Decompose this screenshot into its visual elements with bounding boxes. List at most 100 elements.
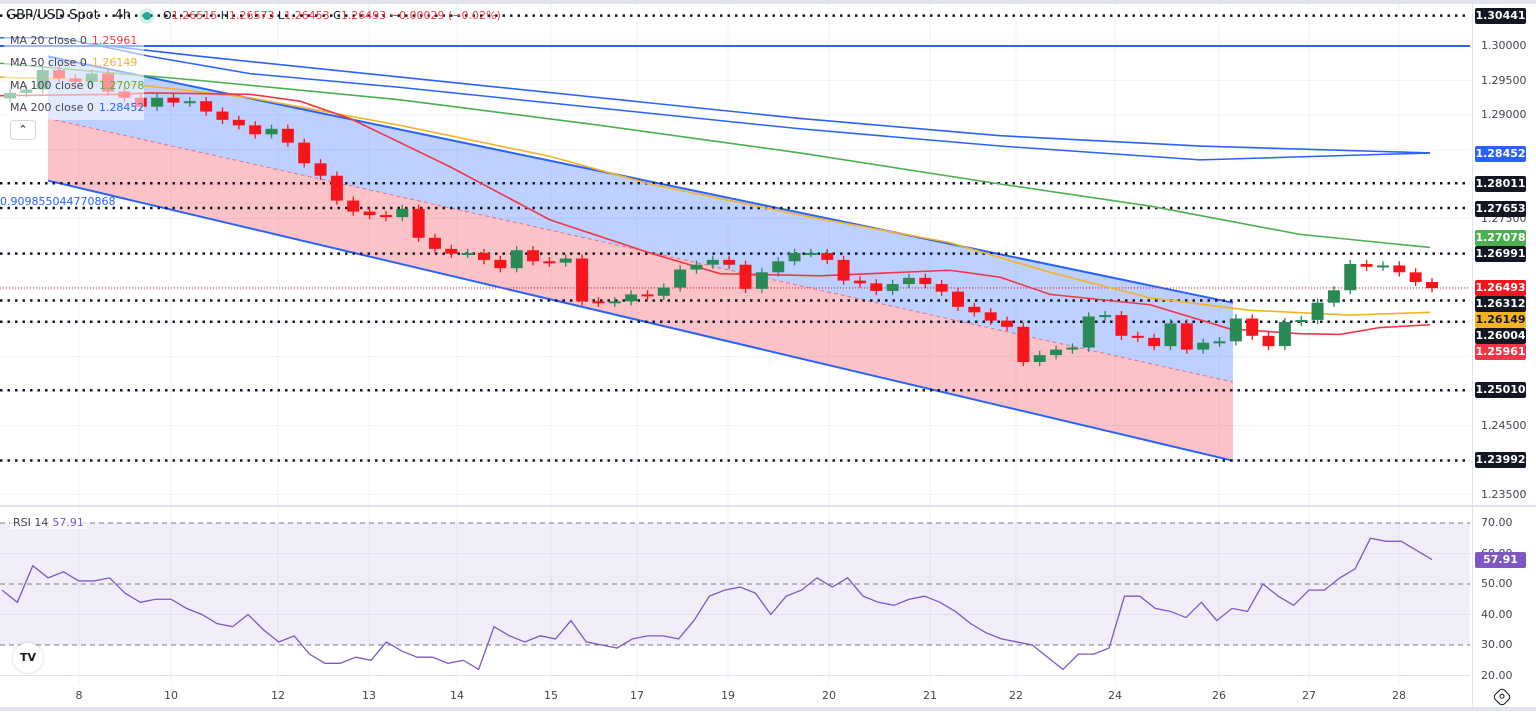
candle xyxy=(592,297,605,307)
open-label: O xyxy=(163,9,172,22)
time-tick: 19 xyxy=(721,689,735,702)
candle xyxy=(1311,298,1324,325)
time-tick: 24 xyxy=(1108,689,1122,702)
price-tick: 1.29500 xyxy=(1481,73,1527,87)
candle xyxy=(657,283,670,300)
candle xyxy=(886,279,899,296)
candle xyxy=(1197,338,1210,354)
ma200-value: 1.28452 xyxy=(98,101,145,114)
candle xyxy=(1360,259,1373,271)
candle xyxy=(314,159,327,180)
candle xyxy=(1082,312,1095,352)
rsi-tick: 70.00 xyxy=(1481,516,1513,529)
candle xyxy=(870,279,883,296)
time-tick: 26 xyxy=(1212,689,1226,702)
tradingview-logo-icon[interactable]: TV xyxy=(13,643,43,673)
candle xyxy=(821,248,834,265)
symbol-legend: GBP/USD Spot · 4h O1.26515 H1.26573 L1.2… xyxy=(6,8,501,23)
candle xyxy=(1164,319,1177,351)
rsi-value: 57.91 xyxy=(52,516,84,529)
time-tick: 12 xyxy=(271,689,285,702)
candle xyxy=(674,265,687,292)
candle xyxy=(1246,314,1259,340)
close-label: C xyxy=(333,9,341,22)
candle xyxy=(1131,331,1144,343)
candle xyxy=(690,260,703,274)
rsi-tick: 50.00 xyxy=(1481,577,1513,590)
change-value: −0.00029 (−0.02%) xyxy=(389,9,501,22)
candle xyxy=(1017,322,1030,367)
candle xyxy=(183,97,196,107)
candle xyxy=(772,257,785,277)
candle xyxy=(1148,333,1161,351)
time-tick: 8 xyxy=(75,689,83,702)
candle xyxy=(151,93,164,111)
candle xyxy=(739,260,752,294)
price-tick: 1.30000 xyxy=(1481,39,1527,52)
price-tag-level: 1.23992 xyxy=(1475,452,1526,468)
ma100-label: MA 100 close 0 xyxy=(10,79,94,92)
price-tick: 1.29000 xyxy=(1481,108,1527,121)
candle xyxy=(804,248,817,258)
ma20-value: 1.25961 xyxy=(91,34,138,47)
symbol-name[interactable]: GBP/USD Spot xyxy=(6,8,99,23)
candle xyxy=(1099,310,1112,321)
candle xyxy=(249,121,262,139)
candle xyxy=(968,302,981,317)
ma50-legend[interactable]: MA 50 close 0 1.26149 xyxy=(10,56,137,69)
candle xyxy=(200,97,213,116)
rsi-tick: 20.00 xyxy=(1481,668,1513,682)
rsi-line xyxy=(1,537,1433,671)
candle xyxy=(935,279,948,296)
candle xyxy=(1344,259,1357,295)
candle xyxy=(445,244,458,258)
ma20-legend[interactable]: MA 20 close 0 1.25961 xyxy=(10,34,137,47)
rsi-legend[interactable]: RSI 14 57.91 xyxy=(10,516,87,529)
candle xyxy=(576,254,589,306)
high-label: H xyxy=(220,9,229,22)
candle xyxy=(1115,310,1128,340)
candle xyxy=(1295,315,1308,327)
candle xyxy=(330,171,343,205)
candle xyxy=(837,255,850,285)
candle xyxy=(1409,268,1422,287)
candle xyxy=(543,257,556,267)
price-tag-level: 1.26312 xyxy=(1475,296,1526,312)
candle xyxy=(723,255,736,269)
price-tag-level: 1.26004 xyxy=(1475,328,1526,344)
time-tick: 22 xyxy=(1009,689,1023,702)
separator: · xyxy=(104,8,109,23)
candle xyxy=(984,308,997,325)
candle xyxy=(1393,261,1406,277)
candle xyxy=(216,107,229,124)
candle xyxy=(902,273,915,289)
candle xyxy=(755,268,768,294)
price-tick: 1.24500 xyxy=(1481,418,1527,432)
candle xyxy=(298,138,311,168)
candle xyxy=(1050,345,1063,360)
interval-label[interactable]: 4h xyxy=(114,8,132,23)
ma100-legend[interactable]: MA 100 close 0 1.27078 xyxy=(10,79,144,92)
time-tick: 13 xyxy=(362,689,376,702)
low-label: L xyxy=(277,9,285,22)
candle xyxy=(510,246,523,273)
price-tag-level: 1.30441 xyxy=(1475,8,1526,24)
candle xyxy=(412,204,425,242)
candle xyxy=(167,93,180,107)
high-value: 1.26573 xyxy=(228,9,275,22)
candle xyxy=(527,246,540,266)
chevron-up-icon: ⌃ xyxy=(18,123,28,136)
ma50-value: 1.26149 xyxy=(91,56,138,69)
price-tag-level: 1.25010 xyxy=(1475,382,1526,398)
candle xyxy=(919,273,932,289)
collapse-legend-button[interactable]: ⌃ xyxy=(10,120,36,140)
price-tag-level: 1.26991 xyxy=(1475,246,1526,262)
price-tag-ma200: 1.28452 xyxy=(1475,146,1526,162)
ohlc-values: O1.26515 H1.26573 L1.26453 C1.26493 −0.0… xyxy=(163,9,501,22)
candle xyxy=(641,290,654,300)
ma20-label: MA 20 close 0 xyxy=(10,34,87,47)
ma200-label: MA 200 close 0 xyxy=(10,101,94,114)
ma200-legend[interactable]: MA 200 close 0 1.28452 xyxy=(10,101,144,114)
